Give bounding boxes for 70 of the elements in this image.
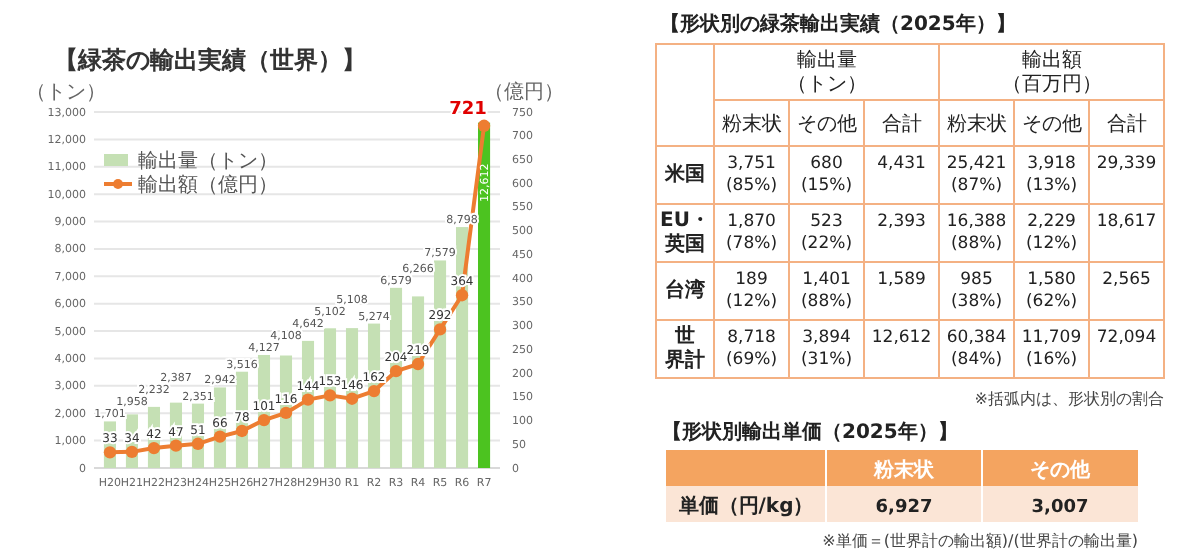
text: 【形状別の緑茶輸出実績（2025年）】 xyxy=(660,12,1016,36)
category-label: 世界計 xyxy=(665,326,705,372)
text: 12,612 xyxy=(871,328,932,348)
text: 3,918 (13%) xyxy=(1025,154,1078,196)
bar xyxy=(389,287,403,468)
point xyxy=(191,437,205,450)
text: 輸出量（トン） xyxy=(786,48,867,96)
point xyxy=(147,441,161,455)
point xyxy=(477,119,491,132)
text: 3,751 (85%) xyxy=(725,154,778,196)
text: 2,565 xyxy=(1102,270,1151,290)
y-axis-title: （トン） xyxy=(26,82,106,104)
text: 1,401 (88%) xyxy=(800,270,853,312)
data-label: 721 xyxy=(449,99,487,120)
point xyxy=(323,389,337,402)
text: 1,870 (78%) xyxy=(725,212,778,254)
category-label: 合計 xyxy=(1106,112,1147,136)
point xyxy=(455,289,469,302)
point xyxy=(257,413,271,427)
text: 523 (22%) xyxy=(800,212,853,254)
text: 18,617 xyxy=(1096,212,1157,232)
point xyxy=(103,446,117,459)
text: 6,927 xyxy=(875,498,933,518)
point xyxy=(301,393,315,406)
category-label: その他 xyxy=(796,112,857,136)
text: 29,339 xyxy=(1096,154,1157,174)
text: 189 (12%) xyxy=(725,270,778,312)
text: ※括弧内は、形状別の割合 xyxy=(974,390,1164,408)
text: 16,388 (88%) xyxy=(946,212,1007,254)
text: 3,894 (31%) xyxy=(800,328,853,370)
text: 72,094 xyxy=(1096,328,1157,348)
point xyxy=(213,430,227,443)
chart-title: 【緑茶の輸出実績（世界）】 xyxy=(54,46,366,74)
category-label: その他 xyxy=(1021,112,1082,136)
category-label: 粉末状 xyxy=(872,458,936,482)
point xyxy=(367,384,381,398)
category-label: 米国 xyxy=(665,164,705,186)
point xyxy=(433,323,447,336)
text: 60,384 (84%) xyxy=(946,328,1007,370)
text: 2,229 (12%) xyxy=(1025,212,1078,254)
text: 680 (15%) xyxy=(800,154,853,196)
category-label: 合計 xyxy=(881,112,922,136)
category-label: 単価（円/kg） xyxy=(678,496,814,518)
point xyxy=(279,406,293,420)
text: 【形状別輸出単価（2025年）】 xyxy=(662,420,958,444)
text: 3,007 xyxy=(1031,498,1089,518)
text: 4,431 xyxy=(877,154,926,174)
category-label: 台湾 xyxy=(665,280,705,302)
point xyxy=(125,445,139,459)
category-label: 粉末状 xyxy=(946,112,1007,136)
text: 2,393 xyxy=(877,212,926,232)
y2-axis-title: （億円） xyxy=(484,80,564,104)
text: 輸出額（百万円） xyxy=(1001,48,1102,96)
category-label: 粉末状 xyxy=(721,112,782,136)
category-label: その他 xyxy=(1030,458,1092,482)
text: 8,718 (69%) xyxy=(725,328,778,370)
point xyxy=(345,392,359,405)
text: 11,709 (16%) xyxy=(1021,328,1082,370)
text: 25,421 (87%) xyxy=(946,154,1007,196)
text: 1,580 (62%) xyxy=(1025,270,1078,312)
point xyxy=(411,357,425,371)
legend-label: 輸出量（トン） xyxy=(138,149,278,173)
category-label: EU・英国 xyxy=(660,210,710,256)
text: 985 (38%) xyxy=(950,270,1003,312)
text: 1,589 xyxy=(877,270,926,290)
point xyxy=(169,439,183,452)
point xyxy=(235,424,249,438)
text: ※単価＝(世界計の輸出額)/(世界計の輸出量) xyxy=(822,532,1138,550)
legend-label: 輸出額（億円） xyxy=(138,173,278,197)
point xyxy=(389,365,403,378)
